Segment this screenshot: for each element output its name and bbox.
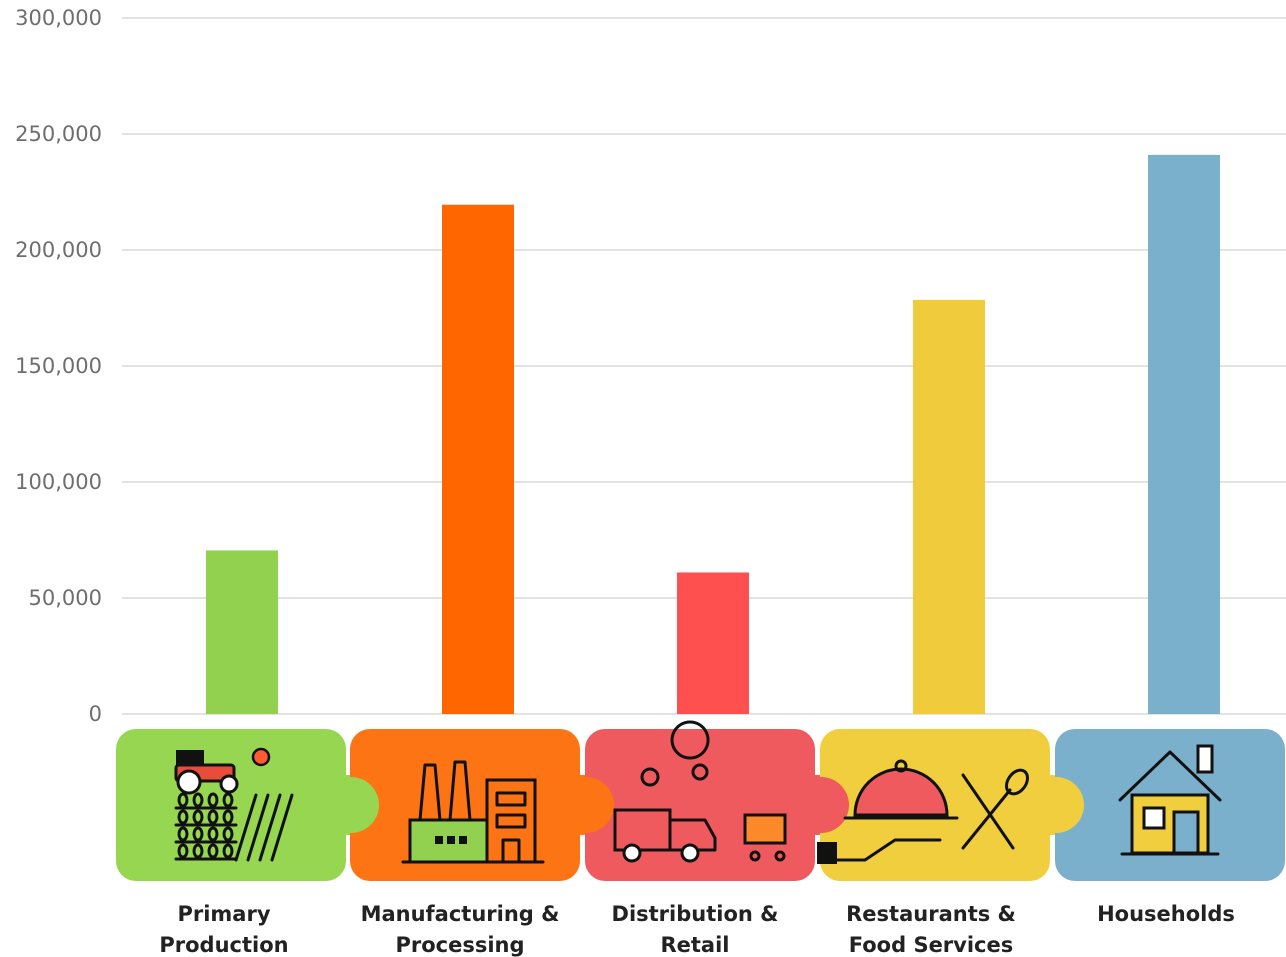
category-labels: Primary Production Manufacturing & Processi… — [159, 902, 1235, 957]
serving-cloche-icon — [817, 759, 1029, 864]
puzzle-knob — [558, 777, 614, 833]
gridlines — [122, 17, 1286, 715]
tractor-farm-icon — [174, 747, 294, 862]
y-tick-label: 300,000 — [15, 6, 102, 30]
category-label: Households — [1097, 902, 1235, 926]
y-tick-label: 100,000 — [15, 470, 102, 494]
delivery-truck-cart-icon — [613, 720, 787, 863]
y-axis-ticks: 0 50,000 100,000 150,000 200,000 250,000 300,0… — [15, 6, 102, 726]
puzzle-knob — [323, 777, 379, 833]
bar — [913, 299, 985, 714]
category-tile — [585, 729, 815, 881]
category-tiles — [116, 720, 1285, 881]
bar — [442, 204, 514, 714]
bar — [1148, 154, 1220, 714]
y-tick-label: 0 — [89, 702, 102, 726]
category-label: Restaurants & Food Services — [846, 902, 1016, 957]
y-tick-label: 250,000 — [15, 122, 102, 146]
puzzle-knob — [793, 777, 849, 833]
factory-icon — [401, 760, 545, 864]
bar — [677, 572, 749, 714]
puzzle-knob — [1028, 777, 1084, 833]
category-label: Manufacturing & Processing — [361, 902, 560, 957]
category-label: Distribution & Retail — [612, 902, 779, 957]
y-tick-label: 50,000 — [29, 586, 102, 610]
house-icon — [1118, 744, 1222, 856]
category-label: Primary Production — [159, 902, 288, 957]
bar — [206, 550, 278, 714]
y-tick-label: 200,000 — [15, 238, 102, 262]
bars — [206, 154, 1220, 714]
y-tick-label: 150,000 — [15, 354, 102, 378]
